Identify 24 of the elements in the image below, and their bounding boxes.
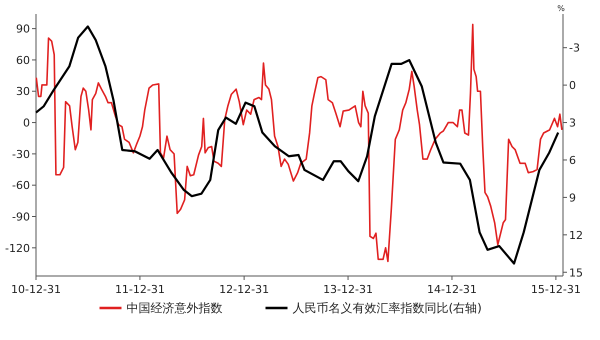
y2-tick-label: 15 bbox=[569, 266, 583, 280]
y-tick-label: 60 bbox=[16, 54, 30, 67]
x-tick-label: 12-12-31 bbox=[219, 283, 270, 296]
y2-axis-title: % bbox=[557, 4, 566, 13]
y-tick-label: 0 bbox=[23, 116, 30, 130]
y2-tick-label: 12 bbox=[569, 228, 583, 242]
x-tick-label: 15-12-31 bbox=[530, 283, 581, 296]
x-tick-label: 10-12-31 bbox=[11, 283, 61, 296]
y-tick-label: 30 bbox=[16, 85, 30, 98]
legend-label: 人民币名义有效汇率指数同比(右轴) bbox=[292, 301, 482, 315]
y-tick-label: -60 bbox=[12, 179, 30, 192]
y2-tick-label: -3 bbox=[569, 42, 580, 55]
x-tick-label: 11-12-31 bbox=[114, 283, 165, 296]
y2-tick-label: 3 bbox=[569, 116, 576, 130]
x-tick-label: 14-12-31 bbox=[426, 283, 477, 296]
y2-tick-label: 9 bbox=[569, 191, 576, 204]
y-tick-label: -90 bbox=[12, 210, 30, 224]
y2-tick-label: 6 bbox=[569, 154, 576, 167]
y-tick-label: -120 bbox=[5, 242, 30, 255]
y-tick-label: -30 bbox=[12, 148, 30, 161]
y-tick-label: 90 bbox=[16, 22, 30, 36]
y2-tick-label: 0 bbox=[569, 79, 576, 92]
x-tick-label: 13-12-31 bbox=[323, 283, 374, 296]
legend-label: 中国经济意外指数 bbox=[126, 301, 222, 315]
